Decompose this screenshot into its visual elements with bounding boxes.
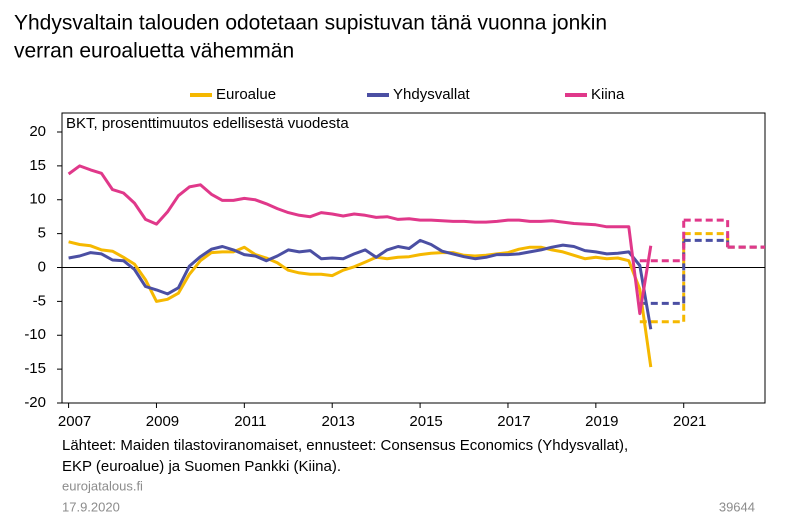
series-line: [68, 240, 653, 368]
series-line: [68, 238, 653, 330]
y-tick-label: -20: [24, 394, 46, 411]
chart-title: Yhdysvaltain talouden odotetaan supistuv…: [14, 12, 607, 35]
y-tick-label: 0: [38, 258, 46, 275]
series-line: [67, 164, 653, 316]
y-tick-label: -5: [33, 292, 46, 309]
legend-label: Yhdysvallat: [393, 86, 471, 103]
x-tick-label: 2009: [146, 413, 179, 430]
site: eurojatalous.fi: [62, 478, 143, 493]
source-note: Lähteet: Maiden tilastoviranomaiset, enn…: [62, 437, 628, 454]
subtitle: BKT, prosenttimuutos edellisestä vuodest…: [66, 115, 349, 132]
x-tick-label: 2021: [673, 413, 706, 430]
y-tick-label: 10: [29, 191, 46, 208]
y-tick-label: 20: [29, 123, 46, 140]
source-note: EKP (euroalue) ja Suomen Pankki (Kiina).: [62, 458, 341, 475]
x-tick-label: 2007: [58, 413, 91, 430]
y-tick-label: -15: [24, 360, 46, 377]
y-tick-label: -10: [24, 326, 46, 343]
x-tick-label: 2019: [585, 413, 618, 430]
y-tick-label: 15: [29, 157, 46, 174]
x-tick-label: 2015: [409, 413, 442, 430]
x-tick-label: 2013: [322, 413, 355, 430]
y-tick-label: 5: [38, 225, 46, 242]
legend-label: Euroalue: [216, 86, 276, 103]
chart-title: verran euroaluetta vähemmän: [14, 40, 294, 63]
plot-frame: [61, 112, 766, 404]
date: 17.9.2020: [62, 499, 120, 514]
x-tick-label: 2011: [234, 413, 266, 430]
legend-label: Kiina: [591, 86, 625, 103]
x-tick-label: 2017: [497, 413, 530, 430]
chart-id: 39644: [719, 499, 755, 514]
